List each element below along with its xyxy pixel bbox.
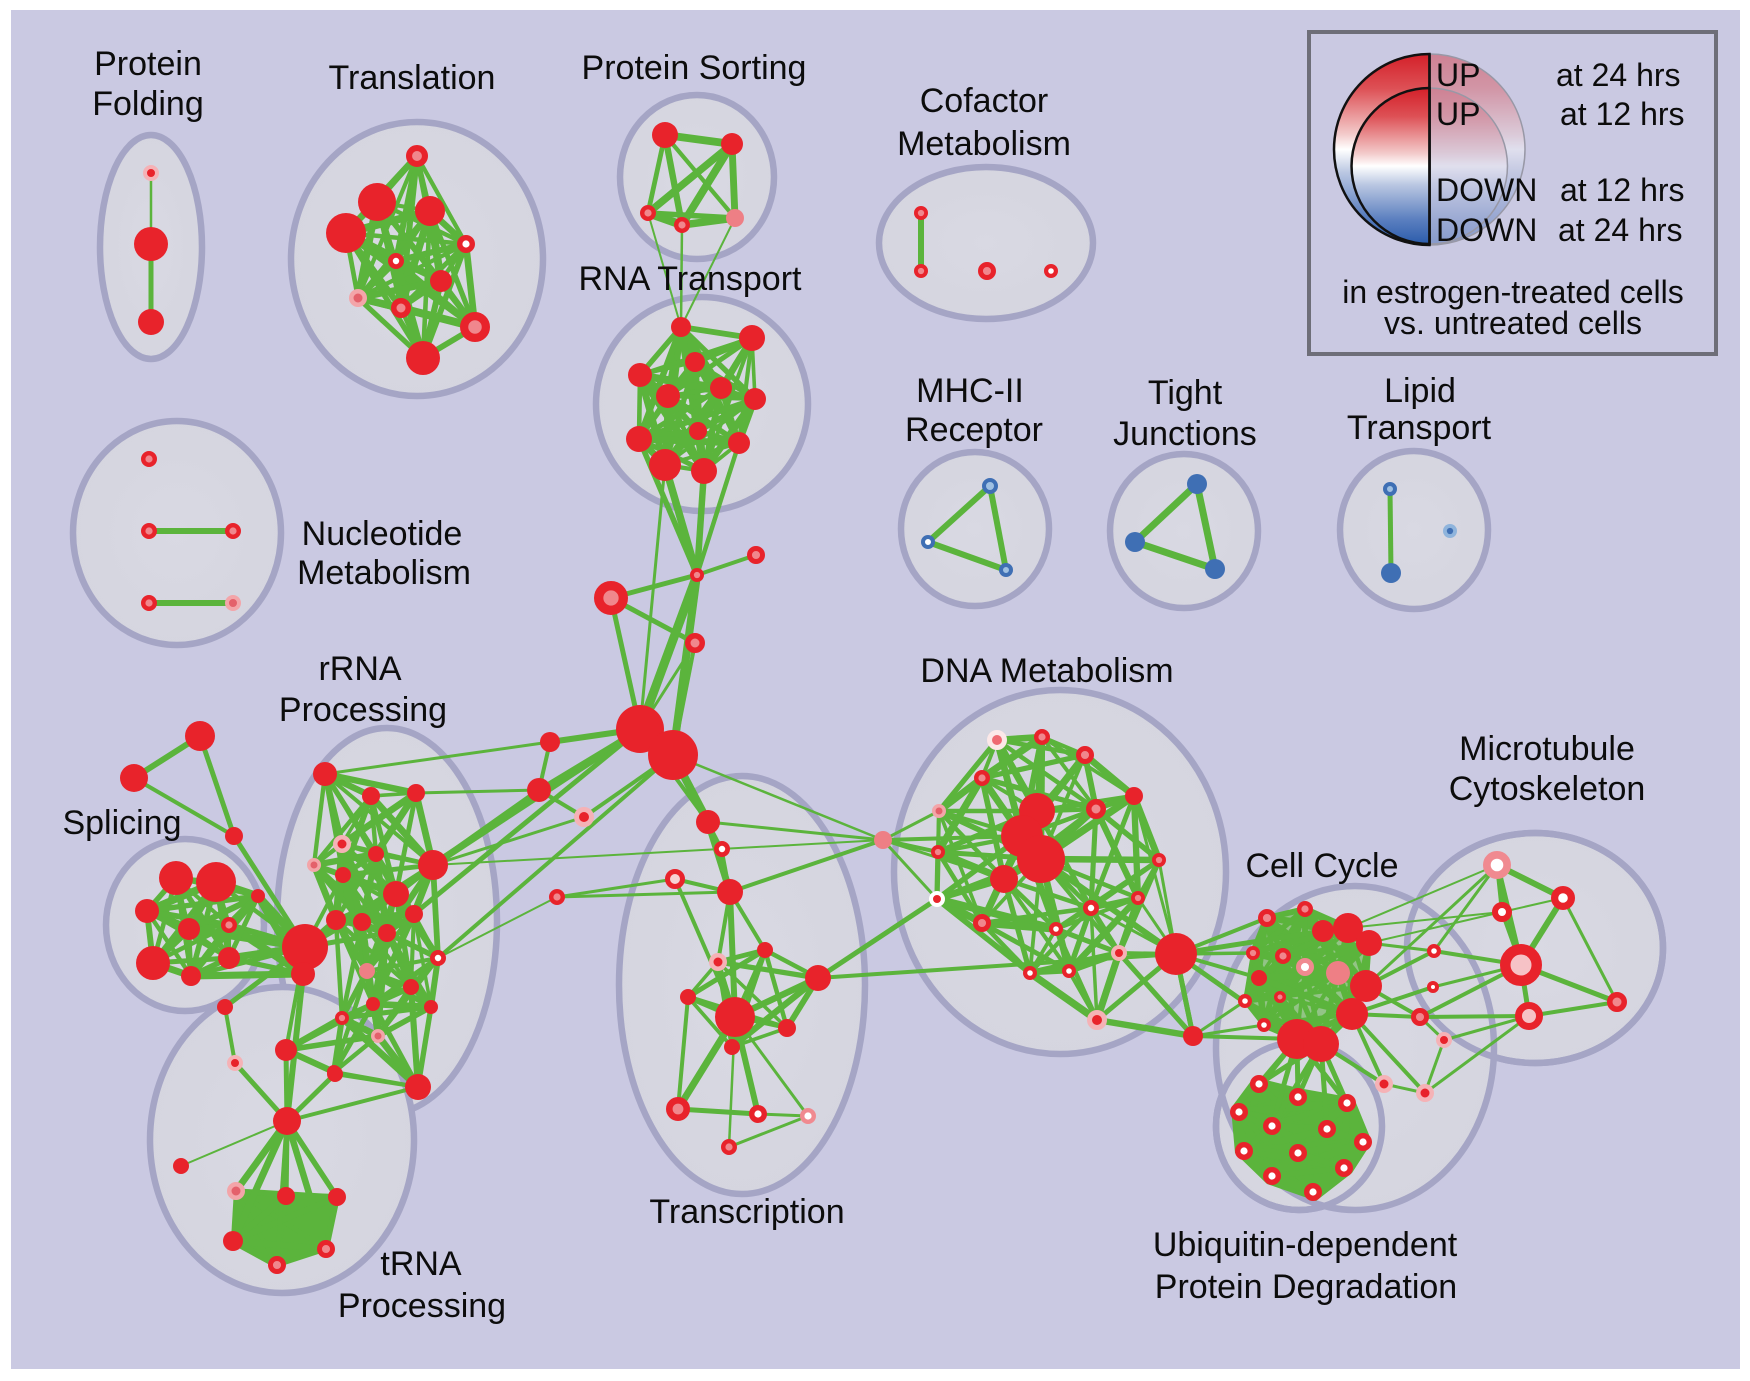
svg-text:Cytoskeleton: Cytoskeleton — [1449, 770, 1646, 808]
svg-text:UP: UP — [1436, 96, 1480, 132]
svg-text:Lipid: Lipid — [1384, 372, 1456, 410]
svg-text:Microtubule: Microtubule — [1459, 730, 1635, 768]
svg-text:Processing: Processing — [338, 1287, 506, 1325]
svg-text:MHC-II: MHC-II — [916, 372, 1024, 410]
svg-text:Nucleotide: Nucleotide — [302, 515, 463, 553]
svg-text:Transport: Transport — [1347, 409, 1492, 447]
svg-text:Cofactor: Cofactor — [920, 82, 1049, 120]
svg-text:at 12 hrs: at 12 hrs — [1560, 172, 1685, 208]
svg-text:vs. untreated cells: vs. untreated cells — [1384, 305, 1642, 341]
svg-text:Ubiquitin-dependent: Ubiquitin-dependent — [1153, 1226, 1458, 1264]
svg-text:Cell Cycle: Cell Cycle — [1245, 847, 1398, 885]
svg-text:at 12 hrs: at 12 hrs — [1560, 96, 1685, 132]
svg-text:tRNA: tRNA — [380, 1245, 462, 1283]
svg-text:Protein: Protein — [94, 45, 202, 83]
svg-text:rRNA: rRNA — [318, 650, 401, 688]
svg-text:Metabolism: Metabolism — [897, 125, 1071, 163]
svg-text:Metabolism: Metabolism — [297, 554, 471, 592]
svg-text:Protein Sorting: Protein Sorting — [582, 49, 807, 87]
svg-text:Protein Degradation: Protein Degradation — [1155, 1268, 1457, 1306]
svg-text:Tight: Tight — [1148, 374, 1223, 412]
svg-text:in estrogen-treated cells: in estrogen-treated cells — [1342, 274, 1684, 310]
svg-text:Transcription: Transcription — [649, 1193, 844, 1231]
svg-text:DOWN: DOWN — [1436, 172, 1537, 208]
svg-text:Folding: Folding — [92, 85, 204, 123]
svg-text:Splicing: Splicing — [62, 804, 181, 842]
svg-text:at 24 hrs: at 24 hrs — [1556, 57, 1681, 93]
svg-text:Receptor: Receptor — [905, 411, 1043, 449]
svg-text:Junctions: Junctions — [1113, 415, 1257, 453]
svg-text:DNA Metabolism: DNA Metabolism — [920, 652, 1173, 690]
svg-text:RNA Transport: RNA Transport — [579, 260, 803, 298]
svg-text:at 24 hrs: at 24 hrs — [1558, 212, 1683, 248]
svg-text:Processing: Processing — [279, 691, 447, 729]
svg-text:UP: UP — [1436, 57, 1480, 93]
svg-text:Translation: Translation — [329, 59, 496, 97]
svg-text:DOWN: DOWN — [1436, 212, 1537, 248]
